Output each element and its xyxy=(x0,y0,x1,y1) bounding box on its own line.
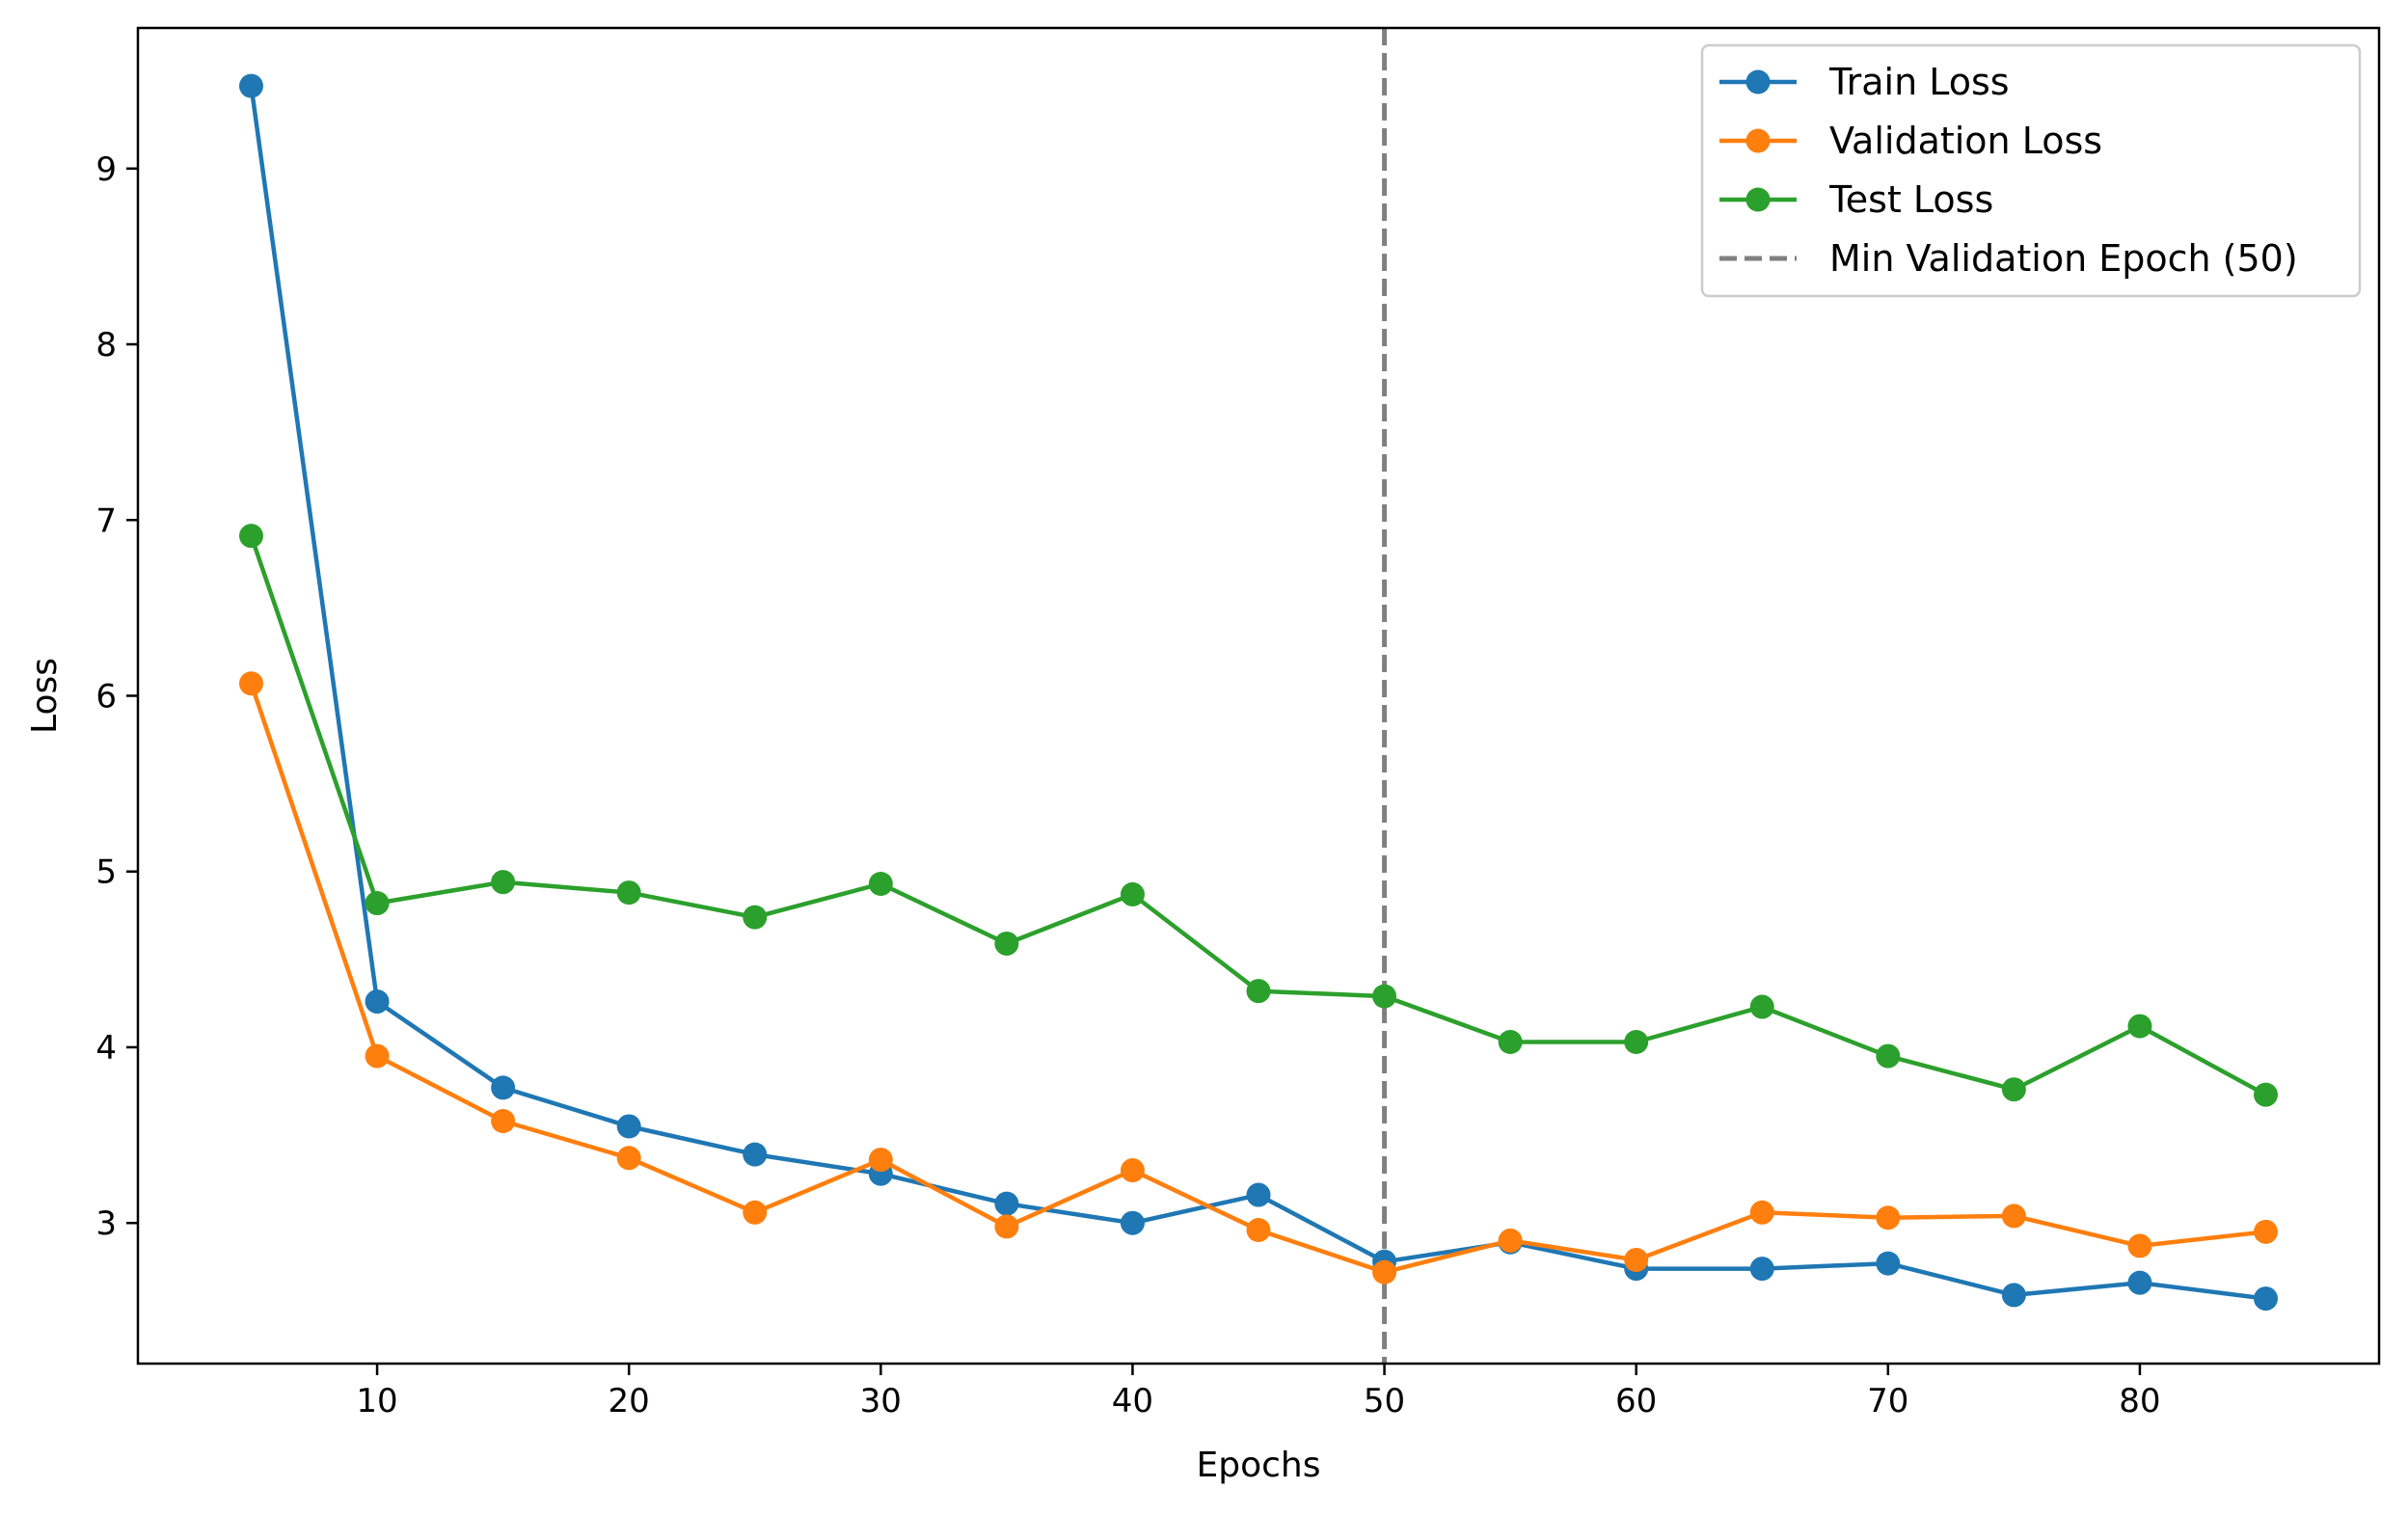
data-point-s0-16 xyxy=(2253,1286,2278,1312)
data-point-s1-5 xyxy=(868,1148,893,1173)
data-point-s2-1 xyxy=(365,891,390,916)
data-point-s0-2 xyxy=(491,1075,516,1100)
data-point-s2-2 xyxy=(491,870,516,895)
data-point-s2-13 xyxy=(1876,1043,1901,1069)
y-tick-label-2: 5 xyxy=(95,853,117,892)
data-point-s2-4 xyxy=(743,905,768,930)
data-point-s1-10 xyxy=(1498,1228,1523,1253)
data-point-s2-10 xyxy=(1498,1030,1523,1055)
data-point-s1-3 xyxy=(616,1146,641,1171)
data-point-s2-8 xyxy=(1246,979,1271,1004)
x-tick-label-2: 30 xyxy=(860,1382,902,1420)
legend-label-1: Validation Loss xyxy=(1829,120,2102,162)
data-point-s1-13 xyxy=(1876,1205,1901,1231)
data-point-s1-16 xyxy=(2253,1219,2278,1244)
data-point-s2-14 xyxy=(2001,1077,2026,1102)
legend: Train Loss Validation Loss Test Loss Min Va… xyxy=(1700,43,2362,298)
data-point-s0-12 xyxy=(1749,1257,1774,1282)
data-point-s2-12 xyxy=(1749,994,1774,1019)
legend-label-2: Test Loss xyxy=(1828,178,1993,221)
data-point-s1-11 xyxy=(1624,1247,1649,1272)
y-axis-label: Loss xyxy=(25,658,65,734)
legend-box xyxy=(1700,43,2362,298)
data-point-s1-0 xyxy=(239,671,264,696)
data-point-s2-16 xyxy=(2253,1082,2278,1107)
data-point-s1-14 xyxy=(2001,1204,2026,1229)
x-tick-label-4: 50 xyxy=(1364,1382,1405,1420)
data-point-s1-1 xyxy=(365,1043,390,1069)
legend-label-3: Min Validation Epoch (50) xyxy=(1829,237,2298,280)
x-tick-label-7: 80 xyxy=(2119,1382,2160,1420)
x-tick-label-6: 70 xyxy=(1867,1382,1908,1420)
data-point-s2-5 xyxy=(868,871,893,896)
legend-swatch-marker-0 xyxy=(1745,69,1771,95)
data-point-s1-8 xyxy=(1246,1218,1271,1242)
data-point-s0-1 xyxy=(365,989,390,1015)
data-point-s1-9 xyxy=(1372,1259,1397,1285)
axes: 10 20 30 40 50 60 70 80 3 4 5 6 7 8 9 xyxy=(95,26,2381,1420)
data-point-s2-11 xyxy=(1624,1030,1649,1055)
data-point-s0-8 xyxy=(1246,1182,1271,1207)
y-tick-label-1: 4 xyxy=(95,1029,117,1068)
data-point-s2-3 xyxy=(616,880,641,906)
data-point-s2-15 xyxy=(2127,1014,2152,1039)
data-point-s1-7 xyxy=(1120,1158,1145,1183)
x-tick-label-0: 10 xyxy=(356,1382,397,1420)
legend-swatch-marker-1 xyxy=(1745,128,1771,153)
legend-swatch-marker-2 xyxy=(1745,187,1771,212)
y-tick-label-6: 9 xyxy=(95,150,117,189)
data-point-s1-15 xyxy=(2127,1233,2152,1258)
data-point-s1-4 xyxy=(743,1200,768,1225)
data-point-s0-0 xyxy=(239,73,264,98)
y-tick-label-4: 7 xyxy=(95,501,117,540)
data-point-s0-13 xyxy=(1876,1251,1901,1276)
x-tick-label-3: 40 xyxy=(1112,1382,1153,1420)
data-point-s2-6 xyxy=(994,931,1019,956)
x-tick-label-5: 60 xyxy=(1615,1382,1657,1420)
data-point-s0-14 xyxy=(2001,1283,2026,1308)
data-point-s1-2 xyxy=(491,1109,516,1134)
data-point-s0-6 xyxy=(994,1191,1019,1216)
legend-label-0: Train Loss xyxy=(1828,61,2010,103)
y-tick-label-5: 8 xyxy=(95,326,117,365)
x-tick-label-1: 20 xyxy=(609,1382,650,1420)
x-axis-label: Epochs xyxy=(1197,1446,1321,1485)
data-point-s0-7 xyxy=(1120,1210,1145,1235)
plot-area xyxy=(239,28,2278,1364)
data-point-s0-4 xyxy=(743,1142,768,1167)
data-point-s0-15 xyxy=(2127,1270,2152,1295)
y-tick-label-3: 6 xyxy=(95,678,117,717)
data-point-s1-12 xyxy=(1749,1200,1774,1225)
data-point-s0-3 xyxy=(616,1114,641,1139)
data-point-s1-6 xyxy=(994,1214,1019,1239)
data-point-s2-7 xyxy=(1120,881,1145,906)
data-point-s2-0 xyxy=(239,524,264,549)
y-tick-label-0: 3 xyxy=(95,1204,117,1243)
data-point-s2-9 xyxy=(1372,984,1397,1009)
